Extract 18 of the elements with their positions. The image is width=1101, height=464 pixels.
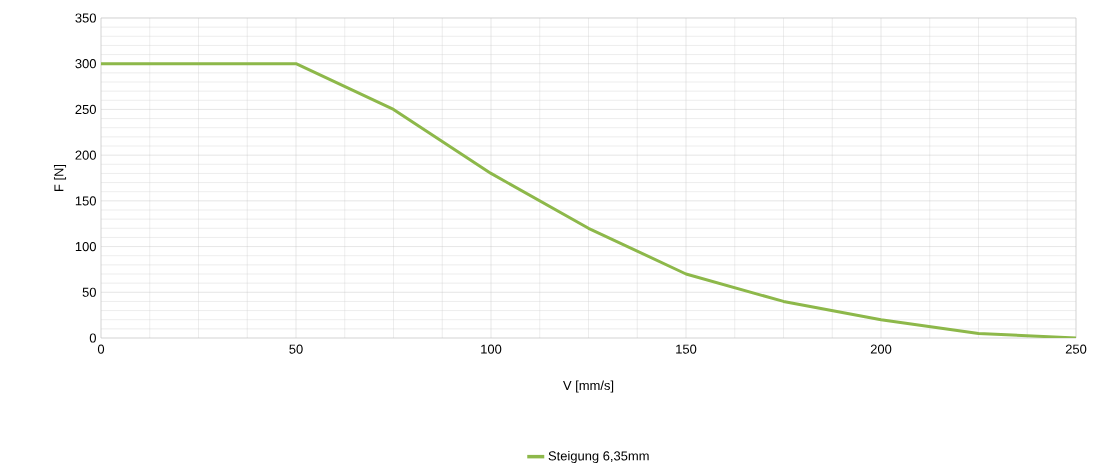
y-tick-label: 50	[82, 287, 96, 297]
y-tick-label: 150	[75, 196, 96, 206]
y-tick-label: 350	[75, 13, 96, 23]
x-tick-label: 200	[870, 344, 892, 354]
legend-label: Steigung 6,35mm	[548, 450, 649, 464]
x-tick-label: 250	[1065, 344, 1087, 354]
y-axis-title: F [N]	[53, 164, 67, 191]
y-tick-label: 0	[89, 333, 96, 343]
x-tick-label: 150	[676, 344, 697, 354]
y-tick-label: 100	[75, 241, 96, 252]
x-tick-label: 50	[289, 344, 303, 354]
x-tick-label: 0	[97, 344, 105, 354]
x-axis-title: V [mm/s]	[563, 380, 614, 393]
y-tick-label: 300	[75, 59, 96, 69]
line-series	[101, 62, 1077, 338]
y-tick-label: 200	[75, 150, 96, 160]
y-tick-label: 250	[75, 104, 96, 115]
x-tick-label: 100	[481, 344, 502, 354]
